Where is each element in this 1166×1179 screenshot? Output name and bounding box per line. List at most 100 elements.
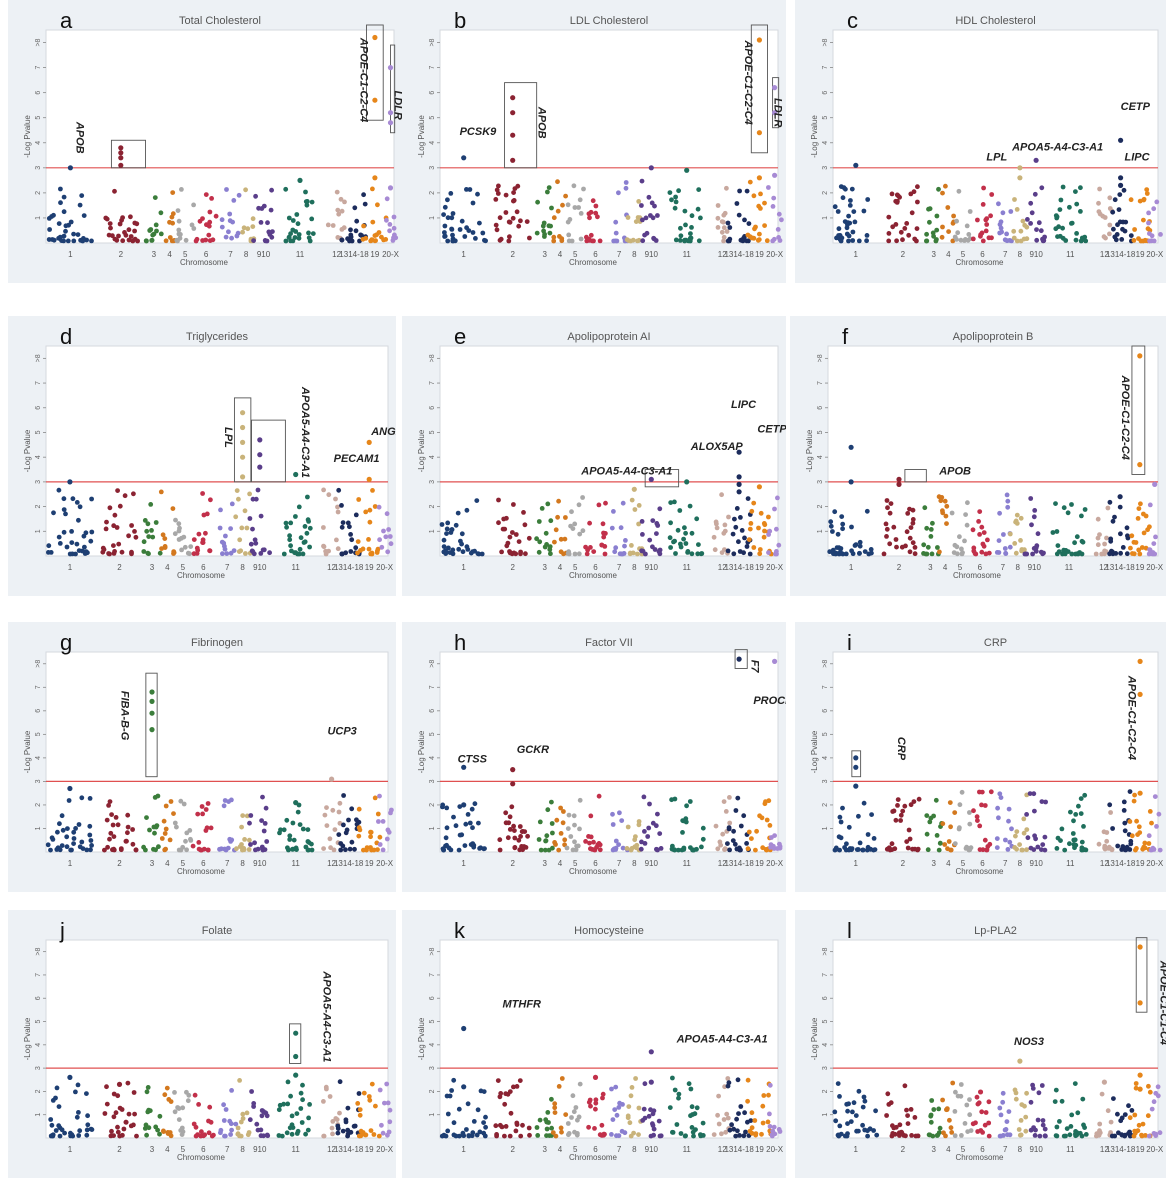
point — [577, 197, 583, 203]
highlight-box — [289, 1023, 302, 1064]
point — [480, 230, 486, 236]
point — [977, 823, 983, 829]
point — [676, 188, 681, 194]
point — [259, 818, 264, 823]
point — [144, 1089, 150, 1095]
point — [449, 215, 455, 221]
point — [648, 1107, 653, 1113]
point — [849, 548, 854, 554]
point — [556, 498, 561, 504]
point — [989, 235, 994, 241]
point — [838, 549, 843, 555]
point — [386, 527, 391, 532]
point — [252, 537, 258, 543]
point — [442, 548, 448, 554]
point — [952, 542, 958, 548]
point — [776, 211, 782, 217]
point — [70, 496, 76, 502]
point — [180, 1129, 186, 1135]
point — [924, 525, 930, 531]
point — [262, 821, 268, 826]
point — [442, 223, 448, 229]
y-tick-label: 5 — [822, 116, 829, 120]
point — [89, 1127, 95, 1132]
point — [444, 531, 449, 536]
point — [303, 199, 309, 205]
point — [889, 841, 895, 847]
point — [296, 235, 302, 241]
point — [56, 487, 62, 493]
point — [864, 238, 869, 244]
point — [367, 507, 373, 513]
point — [619, 1128, 625, 1134]
point — [897, 1122, 903, 1128]
point — [354, 817, 359, 823]
x-tick-label: 1 — [461, 1145, 466, 1154]
hit-point — [1137, 790, 1143, 796]
point — [77, 844, 83, 850]
x-tick-label: 4 — [165, 859, 170, 868]
point — [1069, 220, 1075, 226]
point — [444, 526, 450, 532]
y-tick-label: 5 — [429, 1019, 436, 1023]
point — [355, 539, 361, 544]
point — [910, 517, 916, 522]
x-tick-label: 1 — [68, 250, 73, 259]
point — [602, 551, 608, 557]
point — [540, 223, 546, 229]
y-tick-label: 4 — [35, 141, 42, 145]
x-tick-label: 11 — [683, 250, 692, 259]
point — [293, 514, 298, 519]
point — [843, 186, 848, 192]
point — [309, 199, 315, 205]
point — [1147, 1089, 1153, 1095]
point — [976, 1100, 982, 1106]
x-tick-label: 11 — [1066, 1145, 1075, 1154]
point — [839, 514, 845, 519]
x-tick-label: 1 — [68, 563, 73, 572]
hit-point — [1101, 1079, 1107, 1085]
plot-area — [832, 29, 1159, 244]
point — [938, 498, 944, 504]
y-tick-label: 2 — [429, 1089, 436, 1093]
point — [1101, 829, 1107, 835]
point — [612, 549, 618, 555]
point — [129, 551, 134, 557]
point — [65, 826, 70, 831]
panel-l: l Lp-PLA2 1 2 3 4 5 6 7 >8 -Log Pvalue 1 2 3 4 5 6 7 8 910 1… — [795, 910, 1166, 1178]
point — [58, 200, 63, 206]
point — [155, 1127, 161, 1133]
point — [767, 823, 773, 828]
point — [258, 551, 264, 556]
point — [63, 511, 68, 517]
point — [670, 843, 675, 849]
point — [543, 838, 549, 844]
point — [613, 230, 619, 236]
point — [1056, 549, 1062, 554]
hit-point — [1137, 1086, 1143, 1092]
point — [477, 1129, 483, 1135]
x-tick-label: 19 — [755, 563, 764, 572]
point — [1014, 846, 1019, 852]
point — [111, 846, 117, 852]
point — [940, 190, 945, 196]
point — [162, 536, 168, 541]
point — [234, 488, 240, 493]
point — [771, 1124, 777, 1130]
point — [520, 829, 526, 834]
point — [69, 529, 74, 534]
point — [764, 238, 770, 244]
point — [912, 545, 918, 550]
point — [997, 791, 1003, 797]
point — [1043, 799, 1048, 805]
hit-point — [240, 454, 246, 460]
point — [74, 500, 80, 505]
point — [53, 1128, 59, 1133]
x-tick-label: 2 — [901, 250, 906, 259]
x-tick-label: 12 — [1100, 1145, 1109, 1154]
point — [521, 510, 526, 515]
point — [600, 1095, 605, 1101]
point — [757, 231, 762, 237]
x-tick-label: 6 — [593, 563, 598, 572]
point — [620, 845, 626, 851]
